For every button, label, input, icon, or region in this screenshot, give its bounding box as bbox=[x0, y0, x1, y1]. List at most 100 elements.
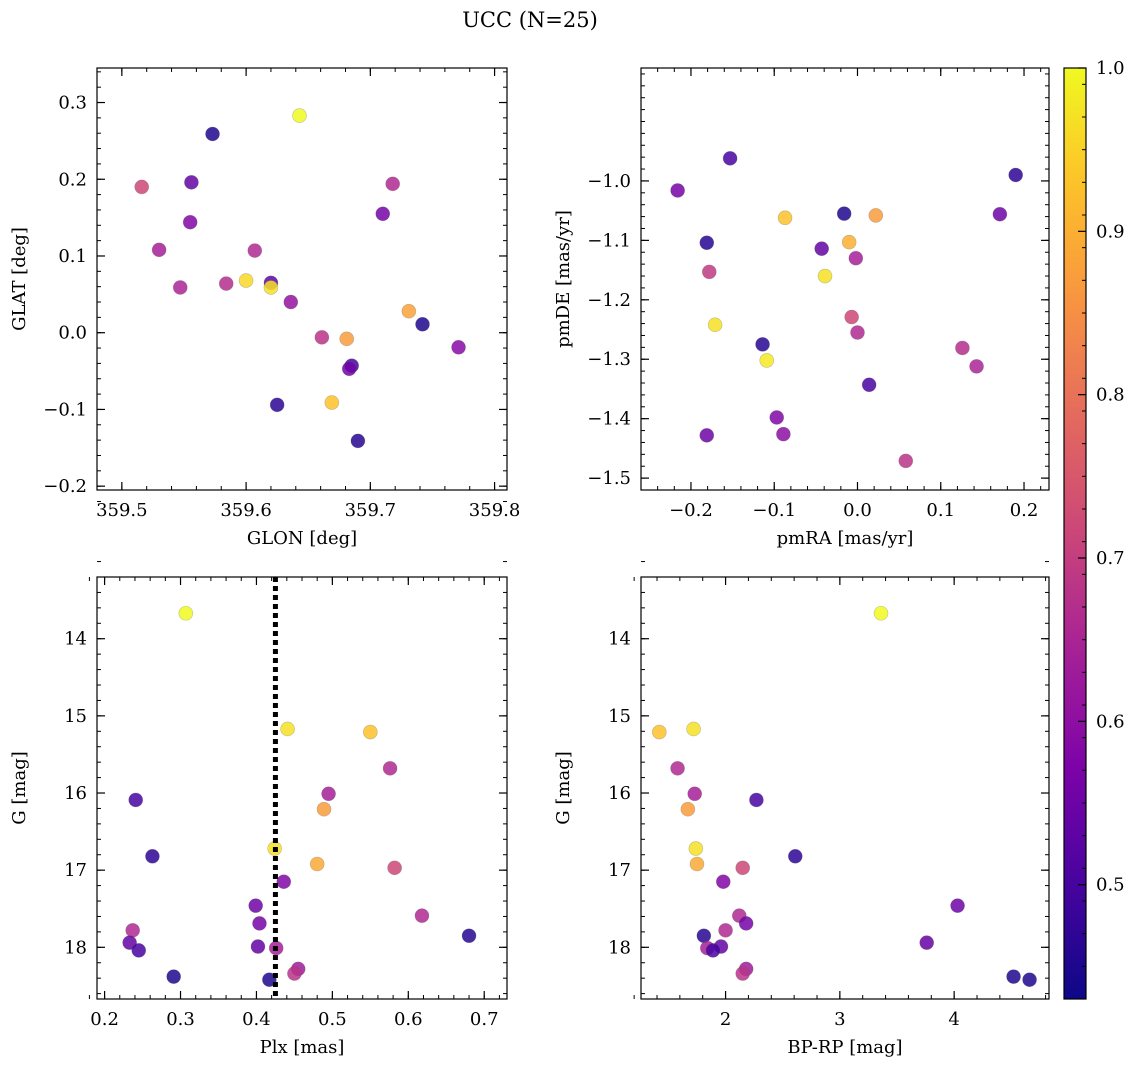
data-point bbox=[415, 316, 430, 332]
data-point bbox=[131, 943, 147, 958]
y-tick-label: −1.4 bbox=[587, 409, 631, 430]
data-point bbox=[218, 276, 234, 291]
x-tick-label: 359.6 bbox=[220, 500, 272, 521]
x-tick-label: 0.0 bbox=[843, 500, 872, 521]
data-point bbox=[651, 724, 667, 740]
data-point bbox=[718, 923, 733, 938]
data-point bbox=[699, 235, 715, 251]
data-point bbox=[769, 410, 785, 425]
x-tick-label: −0.1 bbox=[752, 500, 796, 521]
x-tick-label: 0.7 bbox=[470, 1009, 499, 1030]
data-point bbox=[125, 923, 140, 938]
data-point bbox=[321, 786, 336, 802]
scatter-panels: 359.5 359.6 359.7 359.8 −0.2 −0.1 0.0 0.1 0.2 0.3… bbox=[9, 67, 1050, 1058]
data-point bbox=[178, 605, 194, 621]
colorbar: 0.5 0.6 0.7 0.8 0.9 1.0 bbox=[1063, 58, 1125, 1000]
data-point bbox=[269, 397, 285, 413]
data-point bbox=[814, 241, 829, 256]
x-tick-label: 0.2 bbox=[90, 1009, 119, 1030]
figure-title: UCC (N=25) bbox=[462, 8, 598, 32]
colorbar-tick-label: 1.0 bbox=[1096, 58, 1125, 79]
data-point bbox=[722, 151, 738, 166]
axes-frame bbox=[96, 576, 508, 1000]
data-point bbox=[898, 453, 914, 469]
x-tick-label: 359.5 bbox=[96, 500, 148, 521]
data-point bbox=[687, 786, 703, 802]
data-point bbox=[873, 605, 889, 621]
data-point bbox=[375, 206, 391, 222]
y-axis-label: G [mag] bbox=[553, 751, 574, 824]
colorbar-tick-label: 0.8 bbox=[1096, 385, 1125, 406]
data-point bbox=[749, 792, 764, 808]
axes-frame bbox=[640, 67, 1050, 491]
data-point bbox=[670, 183, 685, 198]
data-point bbox=[182, 214, 198, 230]
data-point bbox=[385, 176, 400, 192]
y-tick-label: −1.0 bbox=[587, 171, 631, 192]
data-point bbox=[735, 966, 751, 981]
y-tick-label: −1.1 bbox=[587, 230, 631, 251]
data-point bbox=[688, 841, 704, 856]
data-point bbox=[817, 268, 833, 284]
y-tick-label: 16 bbox=[608, 783, 631, 804]
data-point bbox=[992, 206, 1008, 222]
y-tick-label: 0.2 bbox=[58, 169, 87, 190]
x-tick-label: 2 bbox=[720, 1009, 731, 1030]
y-tick-label: −0.1 bbox=[43, 399, 87, 420]
data-point bbox=[955, 340, 970, 356]
data-point bbox=[861, 377, 877, 393]
colorbar-tick-label: 0.9 bbox=[1096, 221, 1125, 242]
y-tick-label: 15 bbox=[64, 706, 87, 727]
data-point bbox=[680, 801, 696, 817]
data-point bbox=[341, 361, 357, 377]
panel-1: 359.5 359.6 359.7 359.8 −0.2 −0.1 0.0 0.1 0.2 0.3… bbox=[9, 67, 521, 549]
data-point bbox=[238, 273, 254, 288]
data-point bbox=[247, 243, 263, 258]
data-point bbox=[316, 801, 332, 817]
y-tick-label: −1.5 bbox=[587, 468, 631, 489]
colorbar-tick-label: 0.5 bbox=[1096, 875, 1125, 896]
data-point bbox=[844, 309, 859, 325]
y-tick-label: 14 bbox=[64, 629, 87, 650]
y-axis-label: pmDE [mas/yr] bbox=[553, 210, 574, 348]
data-point bbox=[776, 426, 791, 442]
data-point bbox=[172, 280, 188, 295]
axes-frame bbox=[640, 576, 1050, 1000]
data-point bbox=[314, 330, 330, 345]
panel-4: 2 3 4 14 15 16 17 18 BP-RP [mag] G [mag] bbox=[553, 561, 1050, 1058]
data-point bbox=[324, 395, 340, 410]
data-point bbox=[755, 337, 770, 352]
x-axis-label: BP-RP [mag] bbox=[787, 1037, 902, 1058]
data-point bbox=[363, 724, 378, 740]
x-tick-label: 0.4 bbox=[242, 1009, 271, 1030]
panel-2: −0.2 −0.1 0.0 0.1 0.2 −1.5 −1.4 −1.3 −1.2 −1.1 −1.… bbox=[553, 67, 1050, 549]
x-tick-label: 359.8 bbox=[469, 500, 521, 521]
x-tick-label: 0.2 bbox=[1010, 500, 1039, 521]
data-point bbox=[950, 898, 965, 913]
data-point bbox=[850, 325, 865, 340]
data-point bbox=[252, 916, 267, 931]
data-point bbox=[689, 856, 705, 872]
data-point bbox=[339, 331, 355, 347]
x-tick-label: 0.3 bbox=[166, 1009, 195, 1030]
data-point bbox=[735, 860, 751, 876]
y-tick-label: 0.3 bbox=[58, 93, 87, 114]
data-point bbox=[309, 856, 325, 872]
x-axis-label: pmRA [mas/yr] bbox=[777, 528, 914, 549]
data-point bbox=[184, 175, 199, 190]
data-point bbox=[670, 761, 685, 776]
x-tick-label: −0.2 bbox=[669, 500, 713, 521]
y-axis-label: GLAT [deg] bbox=[9, 227, 30, 331]
y-tick-label: −0.2 bbox=[43, 476, 87, 497]
x-tick-label: 4 bbox=[948, 1009, 959, 1030]
data-point bbox=[461, 928, 477, 944]
colorbar-tick-label: 0.7 bbox=[1096, 548, 1125, 569]
x-tick-label: 0.5 bbox=[318, 1009, 347, 1030]
y-tick-label: −1.3 bbox=[587, 349, 631, 370]
data-point bbox=[263, 280, 279, 295]
y-tick-label: 0.0 bbox=[58, 323, 87, 344]
data-point bbox=[387, 860, 402, 876]
data-point bbox=[696, 928, 712, 944]
y-tick-label: 17 bbox=[608, 860, 631, 881]
